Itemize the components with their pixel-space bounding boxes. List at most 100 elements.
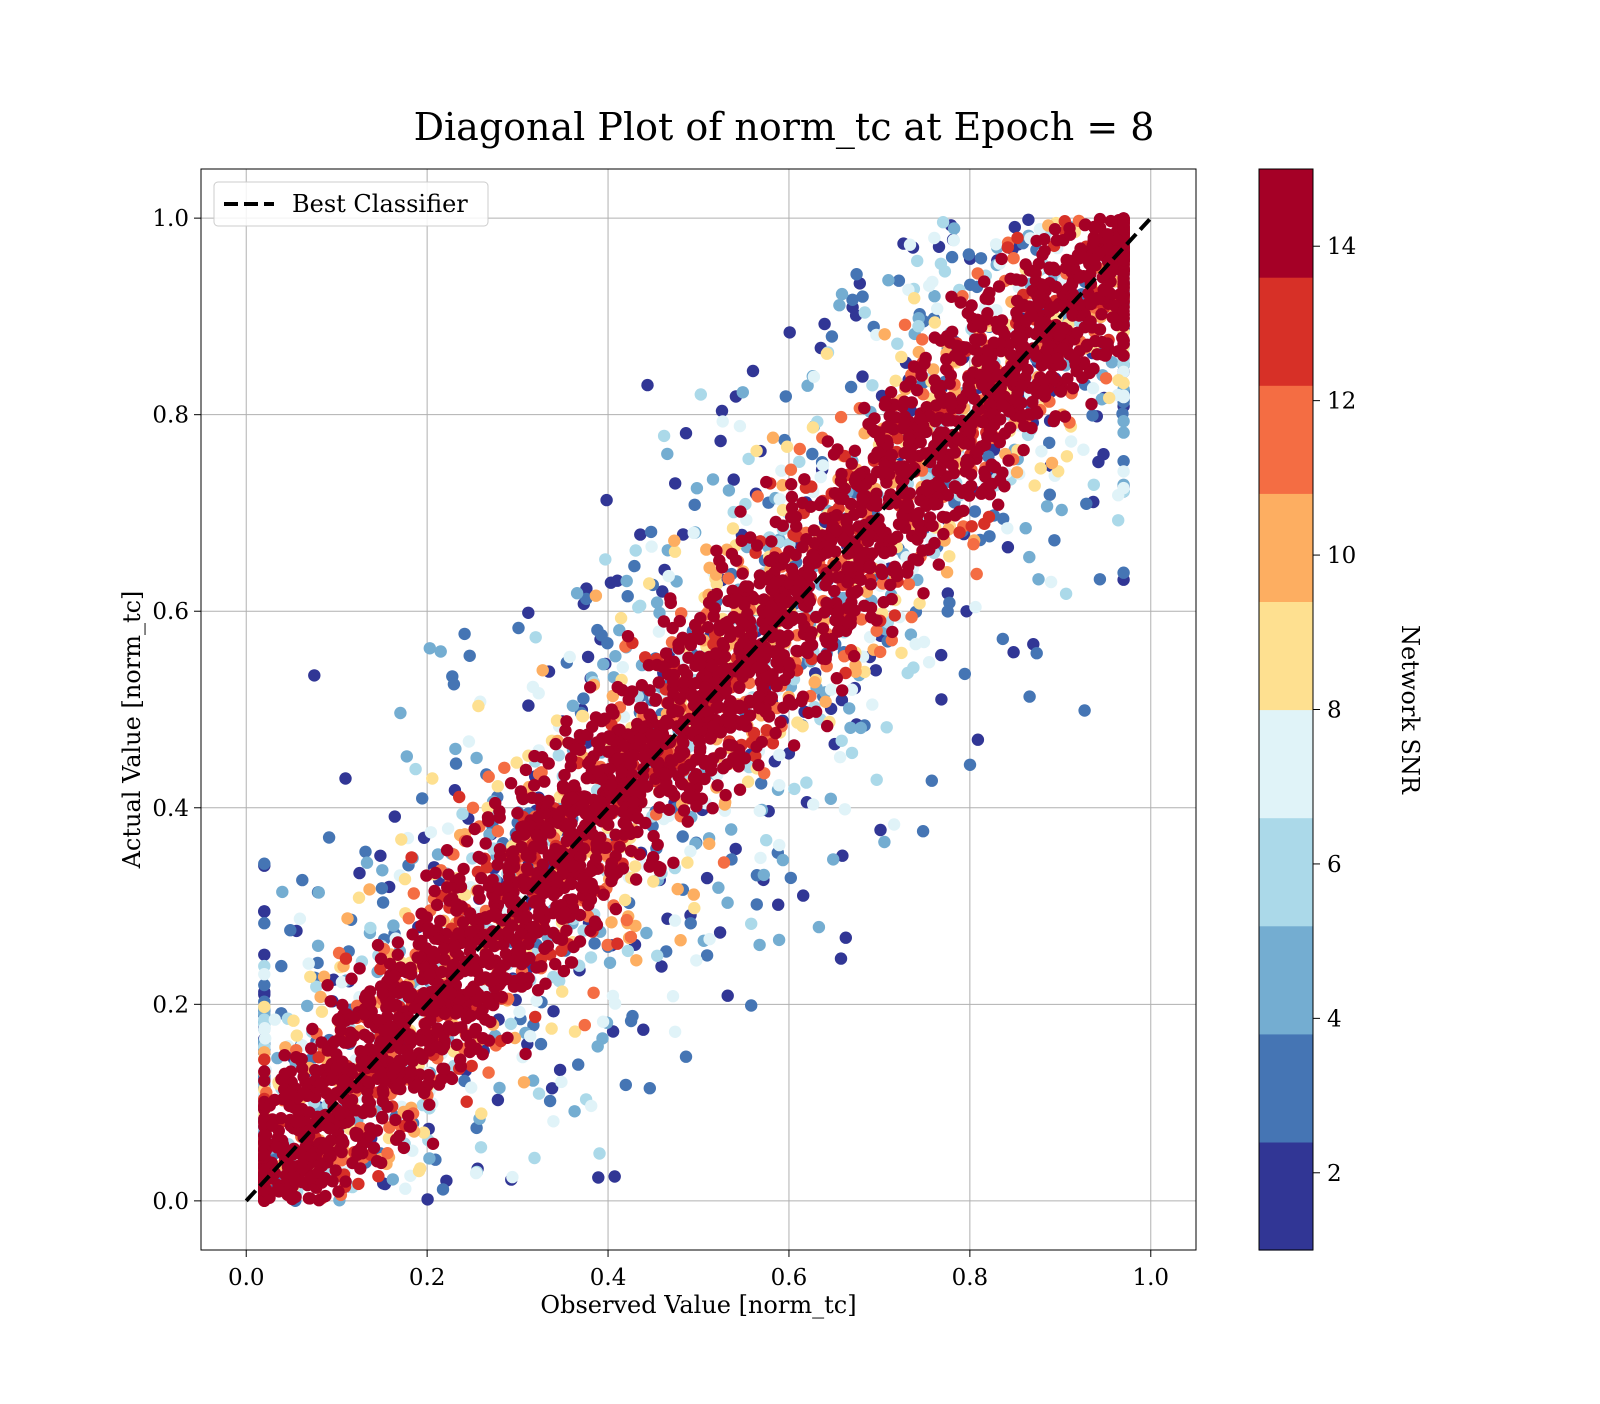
scatter-point (398, 1142, 410, 1154)
scatter-point (822, 435, 834, 447)
scatter-point (518, 1076, 530, 1088)
scatter-point (461, 1096, 473, 1108)
scatter-point (916, 333, 928, 345)
scatter-point (902, 667, 914, 679)
scatter-point (722, 572, 734, 584)
scatter-point (1089, 335, 1101, 347)
scatter-point (431, 1026, 443, 1038)
scatter-point (905, 375, 917, 387)
scatter-point (585, 1100, 597, 1112)
scatter-point (375, 953, 387, 965)
scatter-point (928, 537, 940, 549)
scatter-point (593, 1147, 605, 1159)
scatter-point (1022, 214, 1034, 226)
scatter-point (1117, 465, 1129, 477)
scatter-point (817, 622, 829, 634)
scatter-point (677, 830, 689, 842)
scatter-point (505, 777, 517, 789)
scatter-point (622, 945, 634, 957)
scatter-point (942, 605, 954, 617)
scatter-point (640, 927, 652, 939)
scatter-point (1100, 372, 1112, 384)
scatter-point (431, 1041, 443, 1053)
scatter-point (405, 1065, 417, 1077)
scatter-point (774, 716, 786, 728)
scatter-point (630, 873, 642, 885)
scatter-point (533, 687, 545, 699)
scatter-point (690, 954, 702, 966)
scatter-point (745, 918, 757, 930)
scatter-point (790, 645, 802, 657)
scatter-point (506, 1171, 518, 1183)
scatter-point (709, 602, 721, 614)
scatter-point (751, 898, 763, 910)
scatter-point (1088, 234, 1100, 246)
scatter-point (1002, 241, 1014, 253)
scatter-point (849, 587, 861, 599)
scatter-point (553, 749, 565, 761)
scatter-point (411, 951, 423, 963)
scatter-point (537, 664, 549, 676)
scatter-point (533, 1087, 545, 1099)
scatter-point (543, 757, 555, 769)
scatter-point (1103, 392, 1115, 404)
scatter-point (335, 1135, 347, 1147)
scatter-point (693, 735, 705, 747)
scatter-point (750, 445, 762, 457)
scatter-point (821, 348, 833, 360)
scatter-point (996, 314, 1008, 326)
scatter-point (413, 1165, 425, 1177)
scatter-point (364, 1122, 376, 1134)
scatter-point (834, 751, 846, 763)
scatter-point (754, 805, 766, 817)
scatter-point (634, 528, 646, 540)
scatter-point (530, 631, 542, 643)
scatter-point (426, 772, 438, 784)
scatter-point (788, 739, 800, 751)
scatter-point (672, 883, 684, 895)
scatter-point (258, 917, 270, 929)
scatter-point (916, 544, 928, 556)
scatter-point (599, 553, 611, 565)
scatter-point (403, 912, 415, 924)
scatter-point (529, 1011, 541, 1023)
scatter-point (1117, 334, 1129, 346)
scatter-point (622, 590, 634, 602)
scatter-point (665, 597, 677, 609)
scatter-point (972, 734, 984, 746)
scatter-point (559, 906, 571, 918)
scatter-point (828, 448, 840, 460)
scatter-point (349, 1127, 361, 1139)
scatter-point (359, 846, 371, 858)
scatter-point (335, 1024, 347, 1036)
scatter-point (454, 1053, 466, 1065)
scatter-point (609, 650, 621, 662)
scatter-point (464, 650, 476, 662)
scatter-point (1047, 262, 1059, 274)
scatter-point (1112, 374, 1124, 386)
scatter-point (890, 563, 902, 575)
scatter-point (600, 494, 612, 506)
scatter-point (1099, 349, 1111, 361)
scatter-point (760, 476, 772, 488)
scatter-point (361, 857, 373, 869)
scatter-point (436, 1073, 448, 1085)
scatter-point (953, 526, 965, 538)
scatter-point (387, 1173, 399, 1185)
scatter-point (706, 802, 718, 814)
scatter-point (853, 553, 865, 565)
scatter-point (625, 1015, 637, 1027)
scatter-point (998, 480, 1010, 492)
scatter-point (644, 1082, 656, 1094)
scatter-point (918, 636, 930, 648)
scatter-point (395, 833, 407, 845)
scatter-point (629, 860, 641, 872)
scatter-point (826, 639, 838, 651)
scatter-point (643, 577, 655, 589)
scatter-point (339, 772, 351, 784)
scatter-point (585, 865, 597, 877)
scatter-point (402, 1110, 414, 1122)
scatter-point (1041, 343, 1053, 355)
scatter-point (547, 1115, 559, 1127)
scatter-point (399, 873, 411, 885)
